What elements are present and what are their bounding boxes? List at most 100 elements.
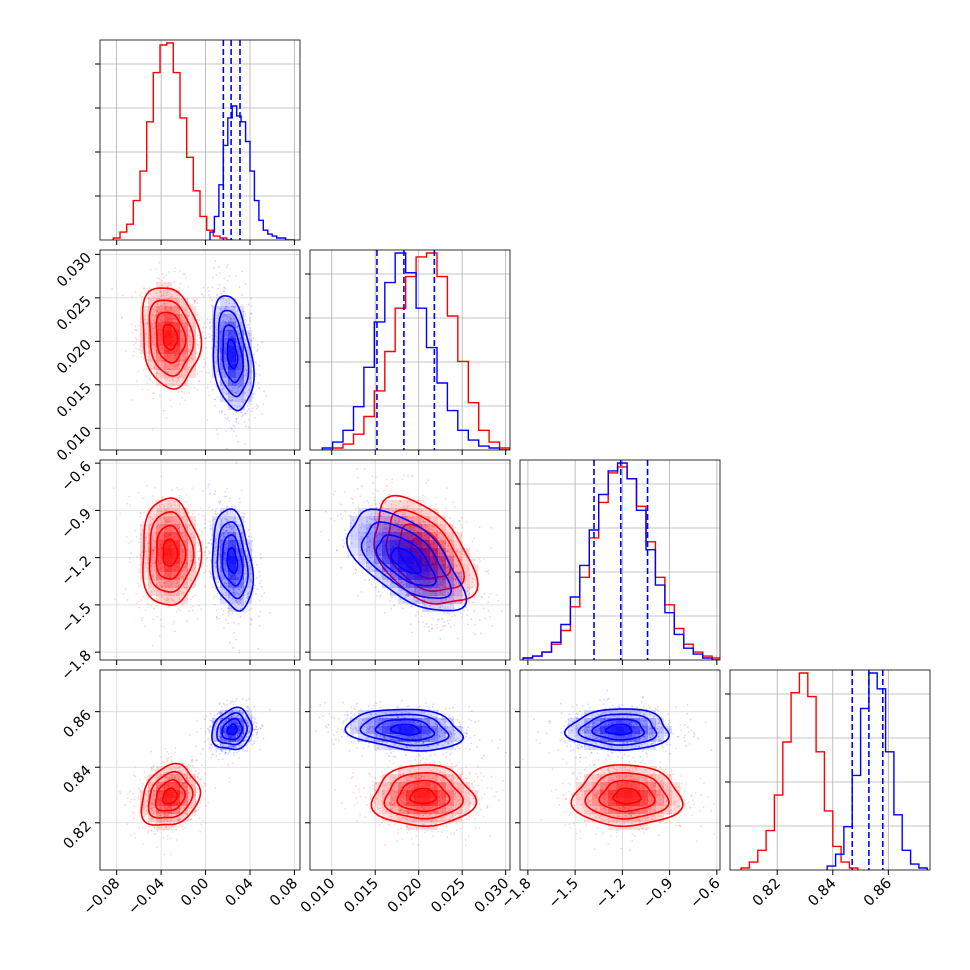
scatter-point: [162, 585, 165, 587]
scatter-point: [179, 282, 182, 285]
scatter-point: [247, 405, 249, 407]
scatter-point: [178, 507, 181, 509]
scatter-point: [404, 532, 407, 535]
scatter-point: [232, 588, 235, 590]
scatter-point: [385, 528, 388, 530]
scatter-point: [161, 364, 164, 367]
scatter-point: [349, 522, 352, 525]
scatter-point: [219, 381, 221, 384]
scatter-point: [461, 594, 464, 597]
density-cell: [470, 580, 478, 588]
scatter-point: [371, 475, 374, 477]
scatter-point: [139, 294, 142, 297]
scatter-point: [368, 539, 371, 542]
scatter-point: [368, 579, 371, 581]
density-cell: [406, 540, 414, 548]
scatter-point: [184, 273, 186, 275]
scatter-point: [206, 565, 209, 567]
scatter-point: [335, 549, 338, 551]
scatter-point: [371, 518, 373, 521]
scatter-point: [244, 374, 246, 377]
scatter-point: [211, 543, 214, 546]
scatter-point: [443, 612, 446, 614]
scatter-point: [183, 326, 186, 328]
density-cell: [414, 596, 422, 604]
scatter-point: [165, 520, 168, 523]
scatter-point: [463, 553, 466, 556]
scatter-point: [197, 513, 200, 516]
scatter-point: [219, 598, 222, 601]
scatter-point: [238, 510, 241, 513]
density-cell: [366, 532, 374, 540]
density-cell: [180, 556, 188, 564]
contours-series-1: [212, 295, 255, 412]
scatter-point: [235, 411, 238, 413]
density-cell: [236, 330, 244, 338]
scatter-point: [160, 578, 163, 580]
density-cell: [140, 314, 148, 322]
density-cell: [398, 508, 406, 516]
scatter-point: [240, 411, 242, 414]
scatter-point: [165, 600, 168, 602]
scatter-point: [152, 328, 155, 330]
scatter-point: [231, 525, 233, 528]
scatter-point: [228, 613, 231, 615]
scatter-point: [189, 330, 192, 333]
density-cell: [148, 580, 156, 588]
density-cell: [188, 556, 196, 564]
density-cell: [172, 500, 180, 508]
scatter-point: [158, 505, 161, 507]
scatter-point: [210, 570, 213, 573]
y-tick-label: −1.8: [59, 648, 95, 684]
scatter-point: [241, 415, 244, 418]
scatter-point: [152, 549, 155, 551]
scatter-point: [191, 568, 193, 571]
scatter-point: [243, 520, 246, 523]
scatter-point: [372, 492, 374, 495]
scatter-point: [214, 562, 217, 564]
scatter-point: [179, 494, 181, 497]
scatter-point: [398, 517, 400, 520]
scatter-point: [167, 585, 170, 588]
scatter-point: [166, 820, 169, 822]
scatter-point: [179, 402, 182, 405]
scatter-point: [466, 609, 469, 612]
density-cell: [430, 524, 438, 532]
scatter-point: [191, 764, 194, 767]
scatter-point: [207, 542, 210, 545]
scatter-point: [237, 593, 240, 596]
scatter-point: [197, 380, 200, 382]
scatter-point: [190, 560, 193, 563]
scatter-point: [429, 512, 432, 515]
density-cell: [454, 540, 462, 548]
scatter-point: [455, 565, 458, 568]
scatter-point: [474, 624, 476, 626]
scatter-point: [151, 553, 153, 555]
scatter-point: [161, 496, 164, 498]
scatter-point: [152, 341, 154, 344]
histogram-series-1: [522, 462, 720, 660]
scatter-point: [213, 398, 216, 400]
scatter-point: [440, 576, 443, 578]
scatter-point: [170, 371, 173, 374]
scatter-point: [412, 596, 415, 599]
scatter-point: [235, 312, 238, 315]
scatter-point: [225, 301, 228, 303]
scatter-point: [220, 608, 223, 611]
scatter-point: [379, 530, 381, 532]
scatter-point: [157, 510, 159, 512]
density-cell: [148, 290, 156, 298]
scatter-point: [236, 310, 239, 313]
scatter-point: [203, 550, 206, 553]
density-cell: [446, 532, 454, 540]
contour-line: [226, 338, 239, 370]
scatter-point: [208, 372, 211, 374]
scatter-point: [177, 378, 180, 381]
scatter-point: [363, 543, 366, 546]
scatter-point: [478, 557, 481, 560]
scatter-point: [189, 339, 191, 342]
scatter-point: [187, 285, 190, 288]
scatter-point: [151, 644, 154, 647]
scatter-point: [228, 596, 231, 599]
scatter-point: [236, 591, 238, 594]
